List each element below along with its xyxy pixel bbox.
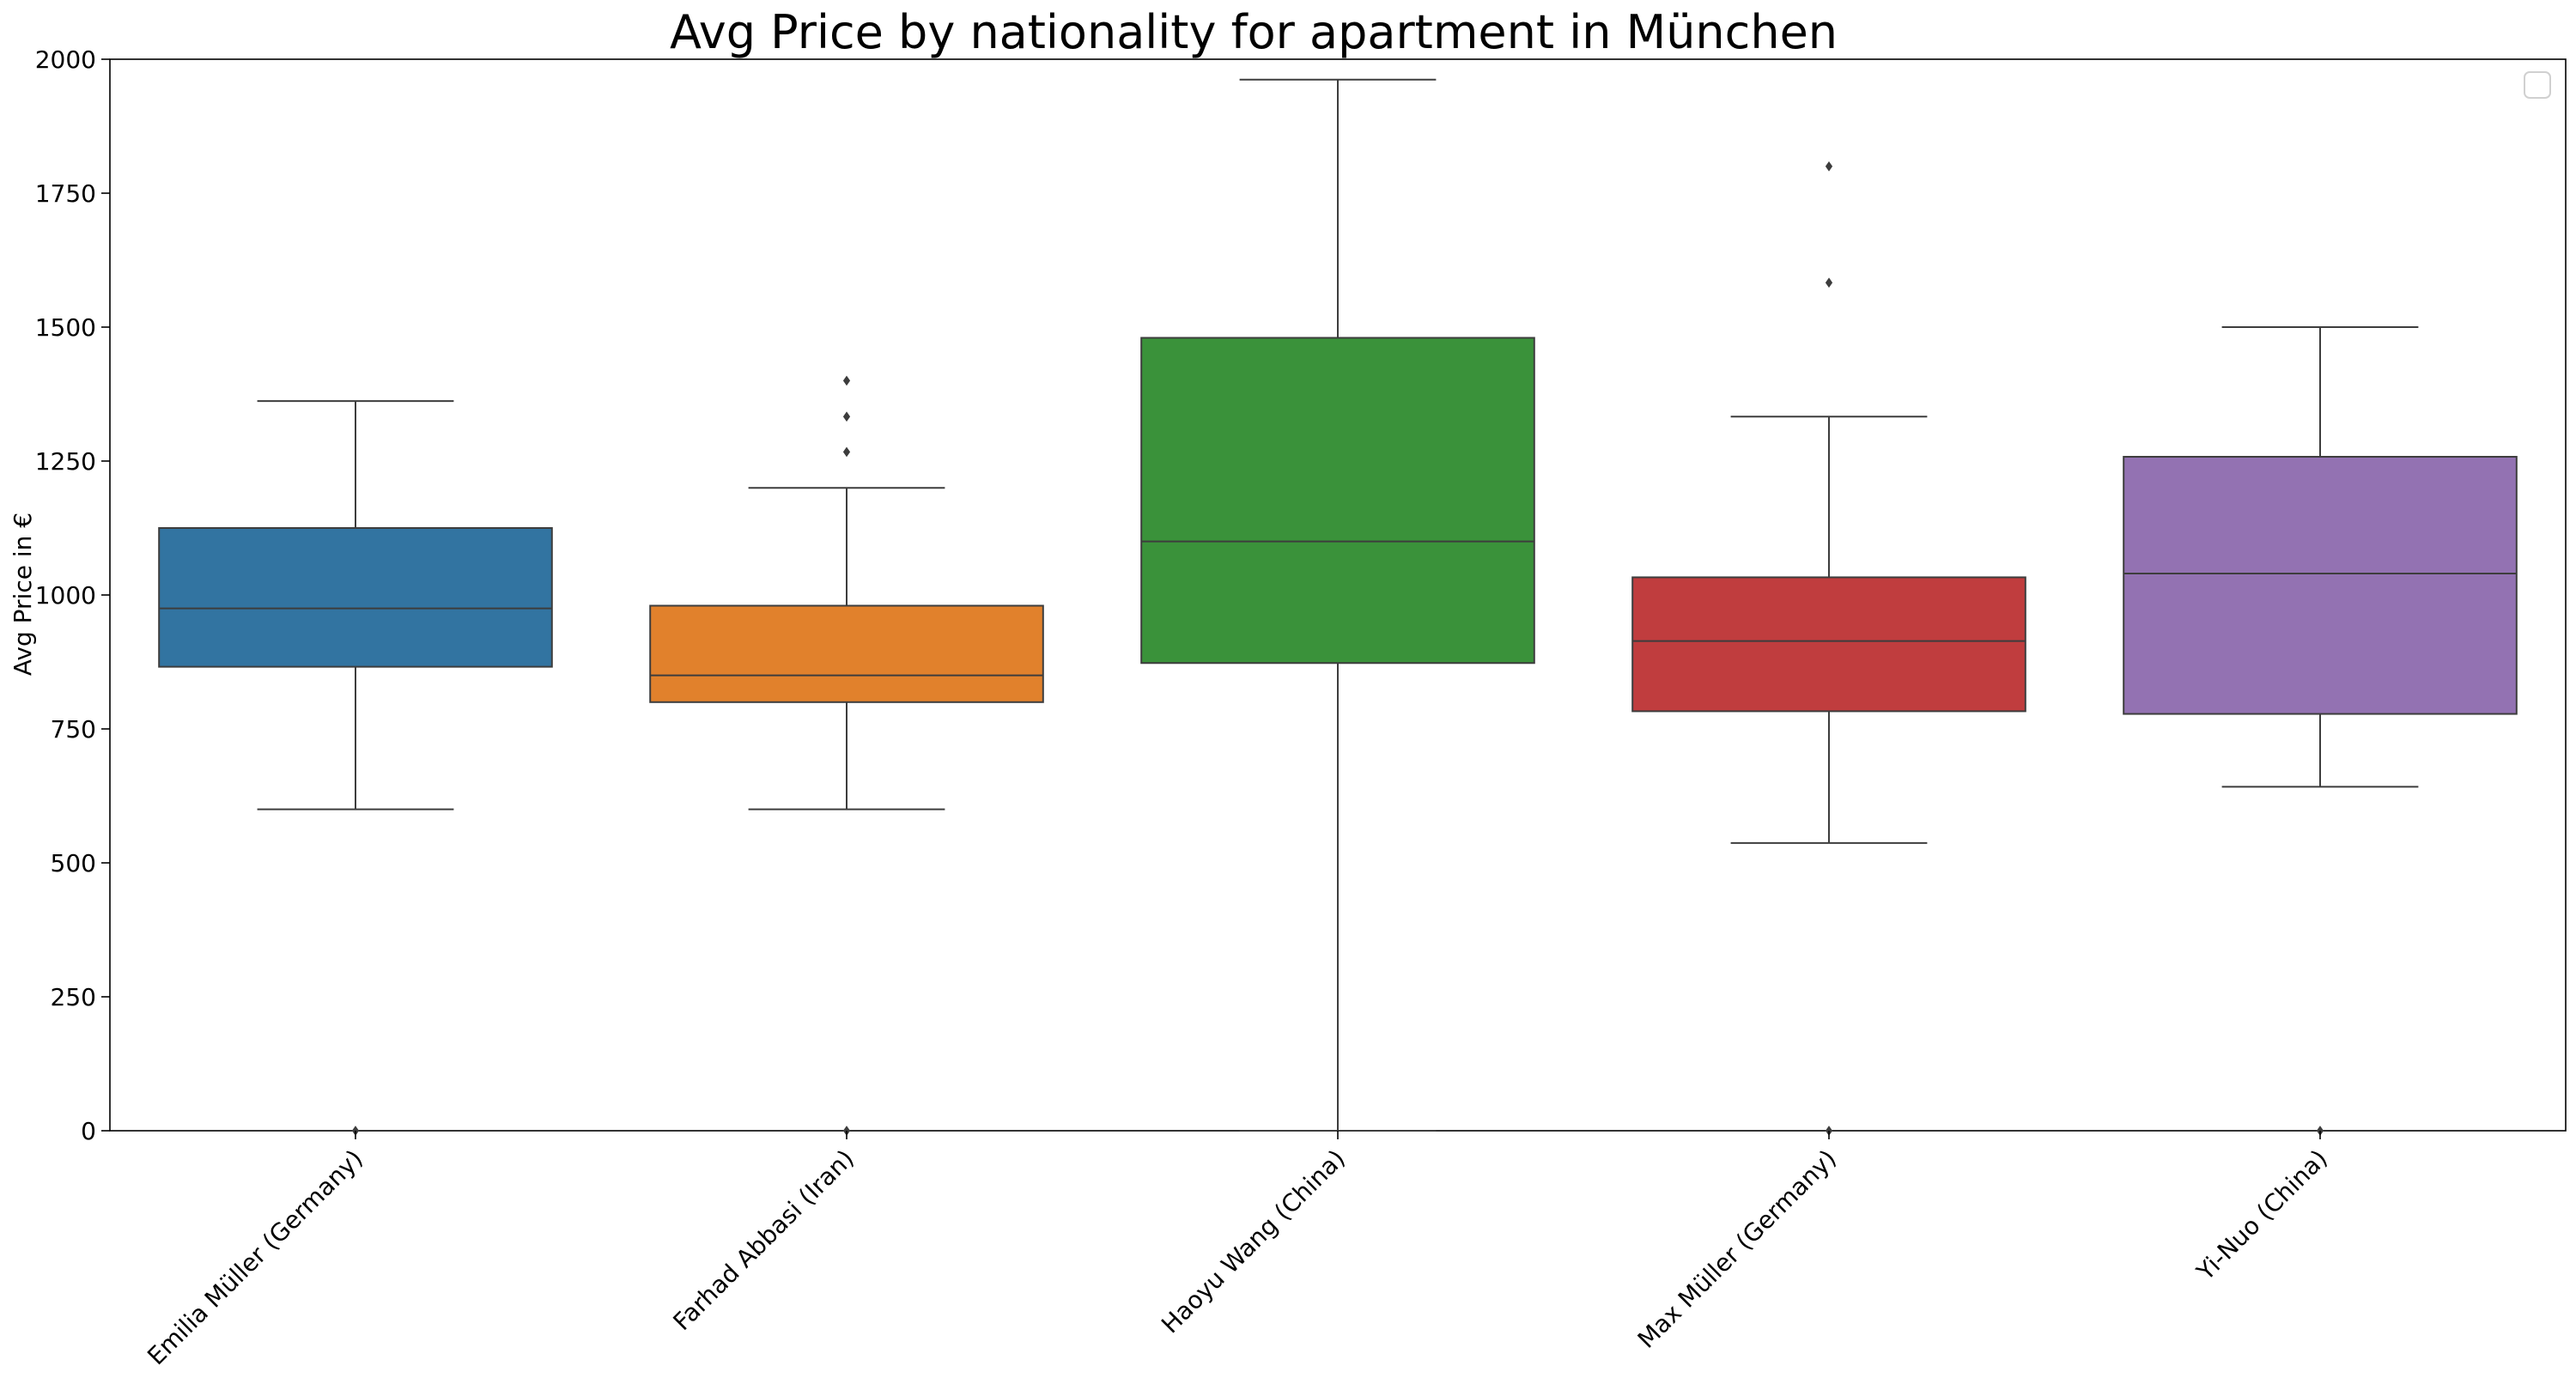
y-tick-label: 1250	[35, 447, 96, 476]
y-tick-label: 1500	[35, 313, 96, 342]
box	[1140, 337, 1535, 665]
outlier-point	[1825, 277, 1833, 288]
x-tick-label: Farhad Abbasi (Iran)	[668, 1144, 860, 1336]
x-tick-label: Yi-Nuo (China)	[2190, 1144, 2333, 1287]
x-tick-label: Haoyu Wang (China)	[1156, 1144, 1351, 1339]
box	[649, 604, 1044, 703]
box	[158, 527, 553, 668]
y-tick-label: 1750	[35, 179, 96, 208]
y-axis-label: Avg Price in €	[9, 513, 37, 676]
legend	[2524, 71, 2551, 99]
outlier-point	[842, 375, 851, 386]
plot-area: 0 250 500 750 1000 1250 1500 1750 2000 Emilia Mül…	[35, 46, 2567, 1371]
y-tick-label: 1000	[35, 581, 96, 610]
y-tick-label: 0	[81, 1117, 96, 1145]
x-tick-label: Max Müller (Germany)	[1632, 1144, 1842, 1354]
y-tick-label: 750	[51, 715, 96, 744]
y-tick-label: 2000	[35, 46, 96, 74]
outlier-point	[842, 446, 851, 458]
box	[1631, 576, 2026, 713]
y-tick-label: 250	[51, 983, 96, 1011]
y-tick-label: 500	[51, 849, 96, 877]
outlier-point	[842, 411, 851, 422]
box	[2123, 456, 2518, 715]
x-tick-label: Emilia Müller (Germany)	[142, 1144, 368, 1371]
outlier-point	[1825, 161, 1833, 172]
chart-title: Avg Price by nationality for apartment i…	[670, 5, 1838, 59]
